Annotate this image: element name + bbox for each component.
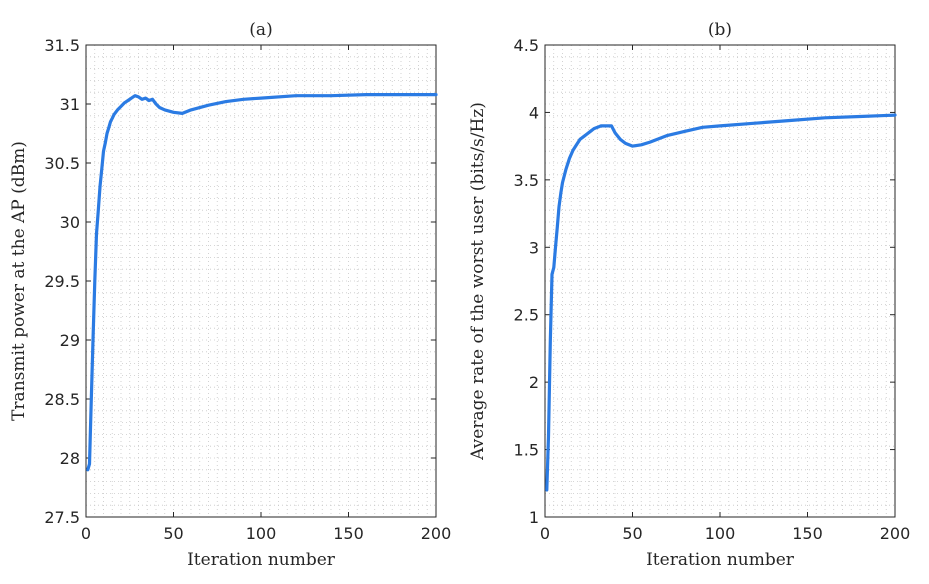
- grid-lines: [86, 45, 436, 517]
- x-tick-label: 0: [540, 524, 550, 543]
- series-line-worst-user-rate: [545, 113, 897, 492]
- y-tick-label: 27.5: [44, 508, 80, 527]
- y-tick-label: 30.5: [44, 154, 80, 173]
- y-tick-label: 28.5: [44, 390, 80, 409]
- y-tick-label: 29: [60, 331, 80, 350]
- y-tick-label: 1.5: [514, 441, 539, 460]
- x-axis-label-a: Iteration number: [187, 550, 336, 570]
- x-tick-label: 200: [421, 524, 452, 543]
- y-tick-label: 4: [529, 103, 539, 122]
- y-axis-label-a: Transmit power at the AP (dBm): [9, 141, 29, 421]
- y-tick-label: 31.5: [44, 36, 80, 55]
- y-tick-label: 30: [60, 213, 80, 232]
- y-tick-label: 2: [529, 373, 539, 392]
- x-axis-label-b: Iteration number: [646, 550, 795, 570]
- x-tick-label: 50: [163, 524, 183, 543]
- chart-title-a: (a): [249, 20, 272, 40]
- x-tick-label: 0: [81, 524, 91, 543]
- y-tick-label: 3.5: [514, 171, 539, 190]
- y-tick-label: 31: [60, 95, 80, 114]
- x-tick-label: 200: [880, 524, 911, 543]
- x-tick-label: 100: [246, 524, 277, 543]
- grid-lines: [545, 45, 895, 517]
- chart-panel-a: 0 50 100 150 200 27.5 28 28.5 29 29.5 30 30.5 31 31.5…: [9, 20, 451, 570]
- chart-title-b: (b): [708, 20, 732, 40]
- y-tick-label: 28: [60, 449, 80, 468]
- y-tick-label: 1: [529, 508, 539, 527]
- x-tick-label: 150: [333, 524, 364, 543]
- x-tick-label: 50: [622, 524, 642, 543]
- y-tick-label: 4.5: [514, 36, 539, 55]
- chart-panel-b: 0 50 100 150 200 1 1.5 2 2.5 3 3.5 4 4.5 (b) Iteration…: [468, 20, 910, 570]
- y-tick-label: 29.5: [44, 272, 80, 291]
- y-axis-label-b: Average rate of the worst user (bits/s/H…: [468, 102, 488, 461]
- x-tick-label: 150: [792, 524, 823, 543]
- y-tick-label: 3: [529, 238, 539, 257]
- series-line-transmit-power: [86, 92, 438, 472]
- y-tick-label: 2.5: [514, 306, 539, 325]
- x-tick-label: 100: [705, 524, 736, 543]
